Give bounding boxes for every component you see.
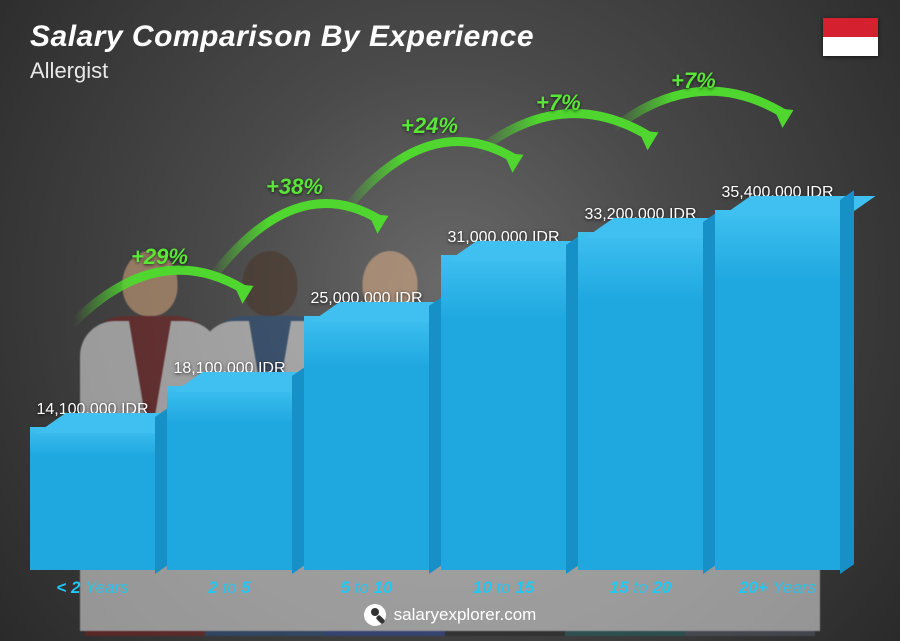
chart-subtitle: Allergist	[30, 58, 870, 84]
flag-stripe-top	[823, 18, 878, 37]
content-container: Salary Comparison By Experience Allergis…	[0, 0, 900, 641]
chart-title: Salary Comparison By Experience	[30, 20, 870, 54]
bar-3d	[30, 427, 155, 570]
bar-group: 35,400,000 IDR	[715, 184, 840, 570]
x-axis-label: 2 to 5	[167, 578, 292, 598]
increase-percentage-label: +7%	[536, 90, 581, 116]
x-axis-label: < 2 Years	[30, 578, 155, 598]
bar-3d	[578, 232, 703, 570]
bar-group: 18,100,000 IDR	[167, 360, 292, 570]
x-axis-label: 15 to 20	[578, 578, 703, 598]
bar-group: 25,000,000 IDR	[304, 290, 429, 570]
footer-text: salaryexplorer.com	[394, 605, 537, 625]
country-flag-indonesia	[823, 18, 878, 56]
chart-area: Average Monthly Salary +29%+38%+24%+7%+7…	[30, 94, 870, 598]
x-axis-labels: < 2 Years 2 to 5 5 to 10 10 to 15 15 to 20 20…	[30, 578, 840, 598]
flag-stripe-bottom	[823, 37, 878, 56]
bar-3d	[167, 386, 292, 570]
x-axis-label: 10 to 15	[441, 578, 566, 598]
bar-3d	[441, 255, 566, 570]
bar-group: 31,000,000 IDR	[441, 229, 566, 570]
footer: salaryexplorer.com	[30, 604, 870, 626]
x-axis-label: 5 to 10	[304, 578, 429, 598]
bar-3d	[715, 210, 840, 570]
x-axis-label: 20+ Years	[715, 578, 840, 598]
logo-icon	[364, 604, 386, 626]
bars-container: 14,100,000 IDR 18,100,000 IDR 25,000,000…	[30, 130, 840, 570]
bar-group: 33,200,000 IDR	[578, 206, 703, 570]
bar-group: 14,100,000 IDR	[30, 401, 155, 570]
bar-3d	[304, 316, 429, 570]
increase-percentage-label: +7%	[671, 68, 716, 94]
